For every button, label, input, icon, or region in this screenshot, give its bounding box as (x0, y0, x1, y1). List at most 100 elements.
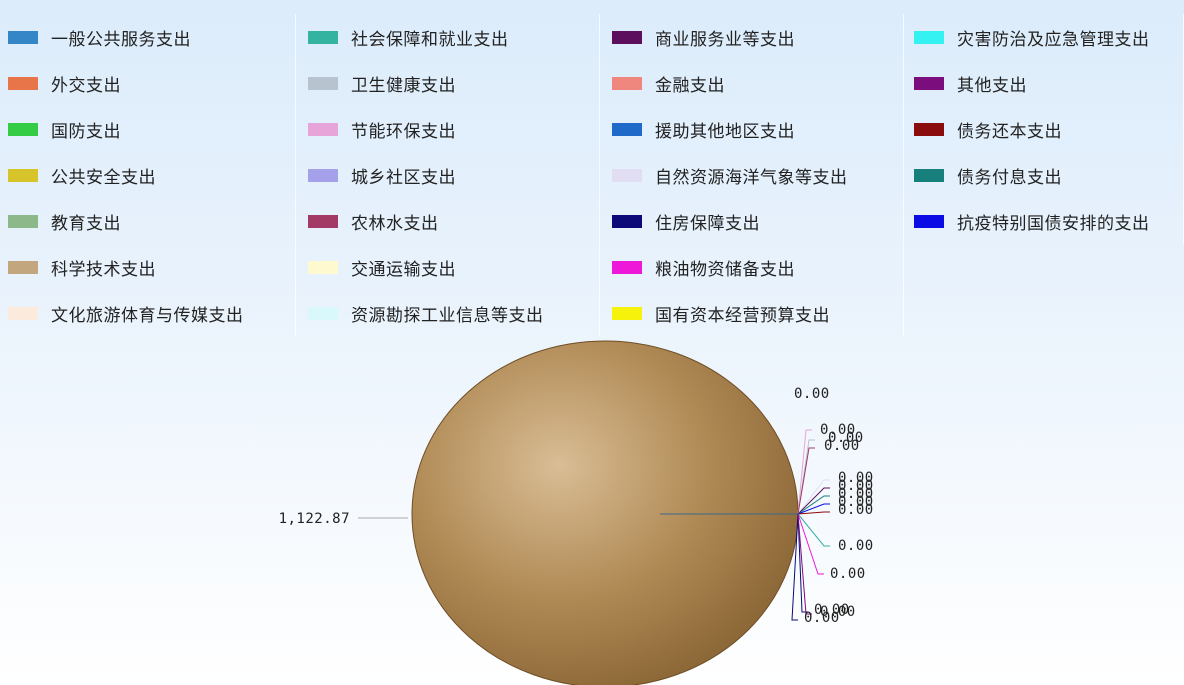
legend-swatch (8, 76, 38, 90)
legend-label: 资源勘探工业信息等支出 (351, 305, 544, 326)
legend-label: 国防支出 (51, 121, 121, 142)
pie-slice-main[interactable] (411, 340, 799, 685)
legend-label: 商业服务业等支出 (655, 29, 795, 50)
legend-item[interactable]: 城乡社区支出 (300, 152, 600, 198)
legend-label: 社会保障和就业支出 (351, 29, 509, 50)
data-label: 0.00 (838, 486, 874, 502)
leader-line (797, 487, 830, 515)
legend-label: 一般公共服务支出 (51, 29, 191, 50)
legend-label: 教育支出 (51, 213, 121, 234)
legend-item[interactable]: 粮油物资储备支出 (604, 244, 904, 290)
legend-item[interactable]: 自然资源海洋气象等支出 (604, 152, 904, 198)
legend-swatch (612, 306, 642, 320)
data-label: 0.00 (794, 386, 830, 402)
legend-swatch (308, 168, 338, 182)
legend-swatch (914, 168, 944, 182)
legend-swatch (308, 260, 338, 274)
legend-label: 抗疫特别国债安排的支出 (957, 213, 1150, 234)
legend-label: 债务付息支出 (957, 167, 1062, 188)
legend-label: 科学技术支出 (51, 259, 156, 280)
legend-swatch (612, 122, 642, 136)
legend-swatch (8, 306, 38, 320)
legend-swatch (8, 260, 38, 274)
legend-swatch (914, 214, 944, 228)
legend-item[interactable]: 科学技术支出 (0, 244, 296, 290)
legend-swatch (8, 30, 38, 44)
leader-line (797, 513, 830, 547)
data-label: 0.00 (814, 602, 850, 618)
legend-label: 债务还本支出 (957, 121, 1062, 142)
legend-item[interactable]: 其他支出 (906, 60, 1184, 106)
legend-label: 灾害防治及应急管理支出 (957, 29, 1150, 50)
legend-item[interactable]: 金融支出 (604, 60, 904, 106)
legend-label: 卫生健康支出 (351, 75, 456, 96)
leader-line (797, 513, 812, 615)
leader-line (797, 503, 830, 515)
legend-label: 国有资本经营预算支出 (655, 305, 830, 326)
legend-swatch (612, 30, 642, 44)
legend-item[interactable]: 一般公共服务支出 (0, 14, 296, 60)
legend-item[interactable]: 教育支出 (0, 198, 296, 244)
data-label: 0.00 (838, 470, 874, 486)
legend-label: 援助其他地区支出 (655, 121, 795, 142)
data-label: 0.00 (838, 538, 874, 554)
legend-label: 住房保障支出 (655, 213, 760, 234)
legend-swatch (8, 122, 38, 136)
legend-swatch (308, 76, 338, 90)
data-label: 0.00 (820, 604, 856, 620)
legend-label: 自然资源海洋气象等支出 (655, 167, 848, 188)
legend-label: 交通运输支出 (351, 259, 456, 280)
legend-item[interactable]: 援助其他地区支出 (604, 106, 904, 152)
data-label: 0.00 (804, 610, 840, 626)
data-label: 0.00 (838, 502, 874, 518)
legend-swatch (612, 260, 642, 274)
legend-label: 金融支出 (655, 75, 725, 96)
legend-swatch (308, 122, 338, 136)
legend-swatch (308, 214, 338, 228)
legend-item[interactable]: 公共安全支出 (0, 152, 296, 198)
legend-item[interactable]: 节能环保支出 (300, 106, 600, 152)
legend-swatch (308, 30, 338, 44)
legend-label: 节能环保支出 (351, 121, 456, 142)
data-label: 0.00 (838, 478, 874, 494)
legend-swatch (612, 76, 642, 90)
legend-item[interactable]: 住房保障支出 (604, 198, 904, 244)
legend-label: 粮油物资储备支出 (655, 259, 795, 280)
leader-line (797, 495, 830, 515)
data-label: 0.00 (824, 438, 860, 454)
legend-item[interactable]: 外交支出 (0, 60, 296, 106)
legend-swatch (308, 306, 338, 320)
legend-label: 公共安全支出 (51, 167, 156, 188)
legend-swatch (8, 214, 38, 228)
legend-label: 农林水支出 (351, 213, 439, 234)
legend-swatch (914, 30, 944, 44)
legend-item[interactable]: 卫生健康支出 (300, 60, 600, 106)
data-label: 0.00 (830, 566, 866, 582)
leader-line (797, 429, 812, 515)
legend-label: 外交支出 (51, 75, 121, 96)
legend-item[interactable]: 资源勘探工业信息等支出 (300, 290, 600, 336)
legend-swatch (612, 214, 642, 228)
data-label: 0.00 (838, 494, 874, 510)
legend-item[interactable]: 债务还本支出 (906, 106, 1184, 152)
legend-label: 文化旅游体育与传媒支出 (51, 305, 244, 326)
leader-line (797, 479, 830, 515)
data-label: 1,122.87 (279, 511, 350, 527)
data-label: 0.00 (828, 430, 864, 446)
leader-line (791, 513, 799, 621)
leader-line (797, 447, 815, 515)
legend-swatch (914, 76, 944, 90)
legend-item[interactable]: 国防支出 (0, 106, 296, 152)
legend-item[interactable]: 文化旅游体育与传媒支出 (0, 290, 296, 336)
legend-label: 其他支出 (957, 75, 1027, 96)
legend-item[interactable]: 国有资本经营预算支出 (604, 290, 904, 336)
legend-item[interactable]: 交通运输支出 (300, 244, 600, 290)
legend-item[interactable]: 农林水支出 (300, 198, 600, 244)
leader-line (797, 511, 830, 515)
legend-label: 城乡社区支出 (351, 167, 456, 188)
data-label: 0.00 (820, 422, 856, 438)
legend-item[interactable]: 商业服务业等支出 (604, 14, 904, 60)
legend-item[interactable]: 社会保障和就业支出 (300, 14, 600, 60)
legend-swatch (8, 168, 38, 182)
